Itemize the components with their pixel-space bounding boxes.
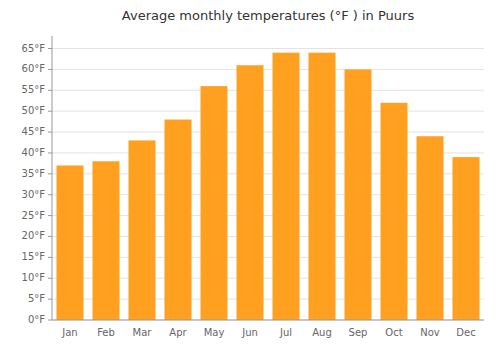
y-tick-label: 30°F — [22, 189, 46, 200]
bar — [57, 165, 84, 320]
y-tick — [48, 194, 52, 195]
y-tick-label: 25°F — [22, 210, 46, 221]
bar — [309, 53, 336, 320]
x-tick-label: Sep — [349, 327, 368, 338]
grid-line — [52, 320, 484, 321]
bar — [93, 161, 120, 320]
bar — [273, 53, 300, 320]
grid-line — [52, 48, 484, 49]
y-tick-label: 35°F — [22, 168, 46, 179]
y-tick-label: 0°F — [28, 314, 45, 325]
x-tick-label: May — [204, 327, 225, 338]
x-tick-label: Jul — [279, 327, 292, 338]
grid-line — [52, 69, 484, 70]
chart-container: 0°F 5°F 10°F 15°F 20°F 25°F 30°F 35°F 40°F 45°F 50… — [0, 0, 500, 350]
x-axis-line — [52, 320, 484, 321]
y-tick — [48, 299, 52, 300]
y-tick — [48, 173, 52, 174]
bar — [201, 86, 228, 320]
y-tick — [48, 257, 52, 258]
y-axis-line — [52, 36, 53, 320]
y-tick-label: 10°F — [22, 272, 46, 283]
bar — [345, 69, 372, 320]
y-tick-label: 5°F — [28, 293, 45, 304]
y-tick-label: 40°F — [22, 147, 46, 158]
x-tick-label: Oct — [385, 327, 402, 338]
y-tick-label: 20°F — [22, 230, 46, 241]
bar — [237, 65, 264, 320]
grid-line — [52, 111, 484, 112]
y-tick-label: 15°F — [22, 251, 46, 262]
y-tick-label: 50°F — [22, 105, 46, 116]
x-tick-label: Apr — [169, 327, 187, 338]
x-tick-label: Dec — [456, 327, 475, 338]
y-tick-label: 45°F — [22, 126, 46, 137]
x-ticks: Jan Feb Mar Apr May Jun Jul Aug Sep Oct Nov Dec — [61, 327, 475, 338]
y-tick — [48, 236, 52, 237]
y-tick — [48, 132, 52, 133]
y-tick-label: 55°F — [22, 84, 46, 95]
bar — [381, 103, 408, 320]
x-tick-label: Mar — [133, 327, 153, 338]
y-tick — [48, 215, 52, 216]
y-tick — [48, 320, 52, 321]
y-tick-label: 60°F — [22, 63, 46, 74]
y-ticks: 0°F 5°F 10°F 15°F 20°F 25°F 30°F 35°F 40°F 45°F 50… — [22, 43, 52, 325]
x-tick-label: Nov — [420, 327, 440, 338]
x-tick-label: Jan — [61, 327, 77, 338]
bar — [165, 120, 192, 320]
grid — [52, 49, 484, 320]
y-tick — [48, 90, 52, 91]
grid-line — [52, 90, 484, 91]
axes — [52, 36, 484, 320]
y-tick — [48, 278, 52, 279]
y-tick — [48, 48, 52, 49]
y-tick-label: 65°F — [22, 43, 46, 54]
bar — [417, 136, 444, 320]
bar — [129, 140, 156, 320]
bars — [57, 53, 480, 320]
y-tick — [48, 111, 52, 112]
bar — [453, 157, 480, 320]
chart: 0°F 5°F 10°F 15°F 20°F 25°F 30°F 35°F 40°F 45°F 50… — [0, 0, 500, 350]
x-tick-label: Feb — [97, 327, 115, 338]
title: Average monthly temperatures (°F ) in Pu… — [122, 8, 415, 23]
grid-line — [52, 132, 484, 133]
x-tick-label: Aug — [312, 327, 332, 338]
y-tick — [48, 69, 52, 70]
y-tick — [48, 152, 52, 153]
x-tick-label: Jun — [241, 327, 258, 338]
